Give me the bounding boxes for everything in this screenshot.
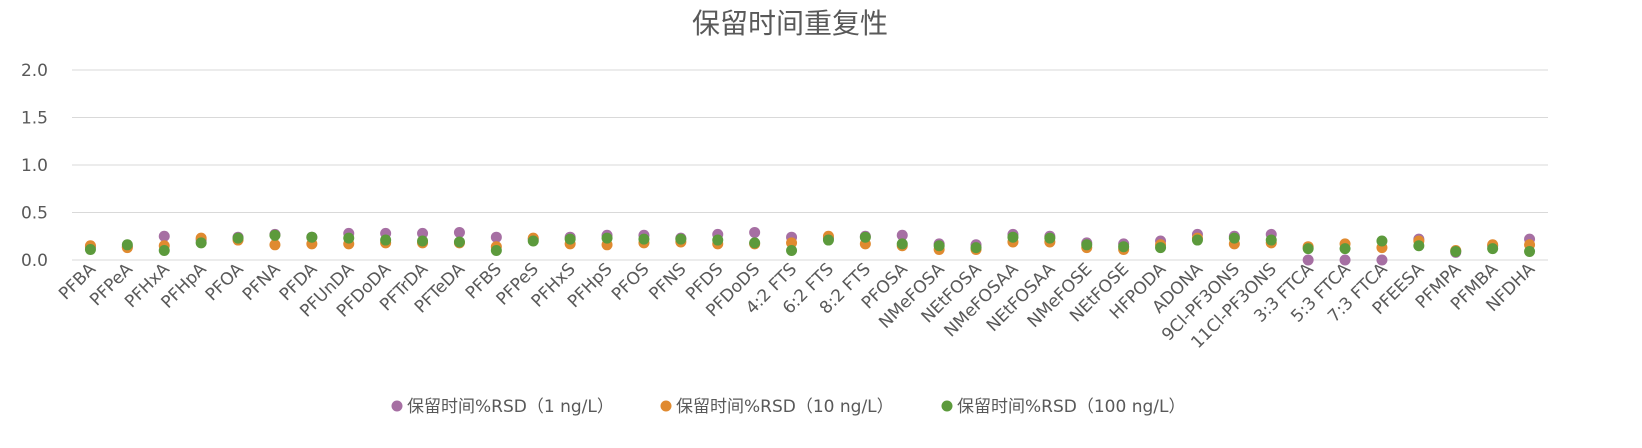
data-point-series-3 (1007, 231, 1019, 243)
data-point-series-2 (786, 237, 798, 249)
data-point-series-2 (269, 239, 281, 251)
data-point-series-3 (601, 232, 613, 244)
data-point-series-1 (896, 229, 908, 241)
data-point-series-3 (343, 232, 355, 244)
y-tick-label: 1.5 (21, 109, 48, 129)
data-point-series-3 (121, 239, 133, 251)
data-point-series-3 (933, 240, 945, 252)
data-point-series-3 (896, 238, 908, 250)
data-point-series-3 (1450, 245, 1462, 257)
data-point-series-3 (158, 245, 170, 256)
data-point-series-3 (453, 236, 465, 248)
data-point-series-3 (527, 235, 539, 247)
data-point-series-3 (822, 234, 834, 246)
legend-marker (391, 400, 403, 412)
data-point-series-3 (1228, 232, 1240, 244)
data-point-series-3 (232, 232, 244, 244)
data-point-series-1 (1376, 254, 1388, 266)
x-tick-label: PFOA (202, 259, 248, 305)
data-point-series-1 (453, 226, 465, 238)
data-point-series-3 (749, 237, 761, 249)
grid-layer (72, 69, 1548, 261)
data-point-series-1 (417, 227, 429, 239)
legend-marker (660, 400, 672, 412)
y-tick-label: 1.0 (21, 156, 48, 176)
data-point-series-3 (564, 233, 576, 245)
data-point-series-1 (1339, 254, 1351, 266)
data-point-series-3 (1044, 232, 1056, 244)
data-point-series-3 (712, 234, 724, 246)
data-point-series-3 (1376, 235, 1388, 247)
legend: 保留时间%RSD（1 ng/L） 保留时间%RSD（10 ng/L） 保留时间%RS… (391, 397, 1185, 417)
data-point-series-3 (1191, 234, 1203, 246)
data-point-series-3 (269, 229, 281, 241)
data-point-series-3 (1339, 243, 1351, 255)
x-tick-label: PFNS (645, 259, 690, 304)
x-tick-label: PFOS (608, 259, 653, 304)
data-point-series-3 (1302, 243, 1314, 255)
y-tick-label: 0.5 (21, 204, 48, 224)
data-point-series-3 (1155, 242, 1167, 254)
y-axis-tick-labels: 0.0 0.5 1.0 1.5 2.0 (21, 61, 48, 271)
data-point-series-3 (306, 231, 318, 243)
data-point-series-3 (1265, 234, 1277, 246)
data-point-series-3 (195, 237, 207, 249)
data-point-series-3 (1487, 243, 1499, 255)
data-point-series-3 (675, 233, 687, 245)
data-point-series-3 (1118, 241, 1130, 253)
data-point-series-3 (638, 233, 650, 245)
data-point-series-3 (490, 245, 502, 256)
data-point-series-3 (1413, 240, 1425, 252)
data-point-series-3 (786, 245, 798, 256)
data-points (84, 226, 1536, 266)
x-tick-label: PFNA (239, 259, 285, 305)
legend-label: 保留时间%RSD（100 ng/L） (957, 397, 1185, 417)
data-point-series-1 (749, 226, 761, 238)
legend-label: 保留时间%RSD（10 ng/L） (676, 397, 894, 417)
chart-title: 保留时间重复性 (692, 7, 888, 40)
legend-label: 保留时间%RSD（1 ng/L） (407, 397, 614, 417)
data-point-series-1 (158, 230, 170, 242)
data-point-series-3 (859, 231, 871, 243)
data-point-series-3 (380, 234, 392, 246)
data-point-series-3 (970, 242, 982, 254)
y-tick-label: 0.0 (21, 251, 48, 271)
data-point-series-3 (1524, 245, 1536, 257)
y-tick-label: 2.0 (21, 61, 48, 81)
data-point-series-3 (417, 235, 429, 247)
data-point-series-3 (84, 244, 96, 256)
data-point-series-1 (490, 231, 502, 243)
data-point-series-1 (1302, 254, 1314, 266)
legend-marker (941, 400, 953, 412)
x-axis-tick-labels: PFBAPFPeAPFHxAPFHpAPFOAPFNAPFDAPFUnDAPFD… (55, 259, 1539, 353)
data-point-series-3 (1081, 239, 1093, 251)
